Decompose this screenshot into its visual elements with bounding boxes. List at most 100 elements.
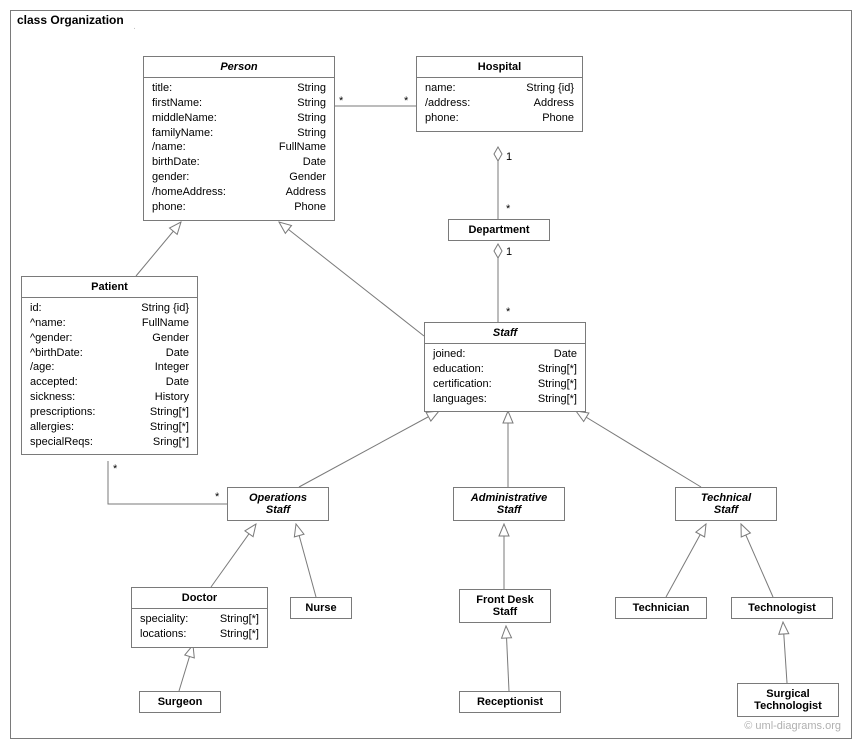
class-attr-row: birthDate:Date	[152, 155, 326, 170]
multiplicity-label: *	[506, 203, 510, 215]
attr-name: specialReqs:	[30, 435, 93, 450]
attr-type: String	[297, 81, 326, 96]
class-body: title: String firstName: String middleName: S…	[144, 78, 334, 220]
class-body: id:String {id}^name:FullName^gender:Gend…	[22, 298, 197, 454]
attr-name: prescriptions:	[30, 405, 95, 420]
class-title: Person	[144, 57, 334, 78]
class-title: TechnicalStaff	[676, 488, 776, 520]
class-attr-row: familyName: String	[152, 126, 326, 141]
frame-label: class Organization	[10, 10, 135, 29]
attr-name: /name:	[152, 140, 186, 155]
class-attr-row: education:String[*]	[433, 362, 577, 377]
class-body: joined:Dateeducation:String[*]certificat…	[425, 344, 585, 411]
class-attr-row: ^name:FullName	[30, 316, 189, 331]
attr-name: familyName:	[152, 126, 213, 141]
class-department: Department	[448, 219, 550, 241]
class-attr-row: firstName: String	[152, 96, 326, 111]
class-attr-row: languages:String[*]	[433, 392, 577, 407]
class-title: Patient	[22, 277, 197, 298]
attr-type: String {id}	[526, 81, 574, 96]
class-body: name:String {id}/address: Address phone: Ph…	[417, 78, 582, 131]
class-title: AdministrativeStaff	[454, 488, 564, 520]
attr-name: phone:	[425, 111, 459, 126]
class-attr-row: /name: FullName	[152, 140, 326, 155]
class-attr-row: phone: Phone	[152, 200, 326, 215]
attr-type: String	[297, 126, 326, 141]
class-attr-row: allergies: String[*]	[30, 420, 189, 435]
attr-name: allergies:	[30, 420, 74, 435]
attr-type: History	[155, 390, 189, 405]
class-attr-row: gender:Gender	[152, 170, 326, 185]
attr-name: birthDate:	[152, 155, 200, 170]
class-attr-row: speciality:String[*]	[140, 612, 259, 627]
attr-type: Date	[166, 346, 189, 361]
class-adminstaff: AdministrativeStaff	[453, 487, 565, 521]
class-title: SurgicalTechnologist	[738, 684, 838, 716]
class-title: Receptionist	[460, 692, 560, 712]
class-surgeon: Surgeon	[139, 691, 221, 713]
attr-name: sickness:	[30, 390, 75, 405]
class-attr-row: ^gender:Gender	[30, 331, 189, 346]
class-frontdesk: Front DeskStaff	[459, 589, 551, 623]
attr-type: String[*]	[538, 362, 577, 377]
attr-type: Date	[554, 347, 577, 362]
class-title: Department	[449, 220, 549, 240]
class-doctor: Doctor speciality:String[*]locations: Stri…	[131, 587, 268, 648]
class-attr-row: locations: String[*]	[140, 627, 259, 642]
attr-type: String[*]	[150, 420, 189, 435]
class-opstaff: OperationsStaff	[227, 487, 329, 521]
class-attr-row: joined: Date	[433, 347, 577, 362]
class-title: Surgeon	[140, 692, 220, 712]
class-attr-row: sickness: History	[30, 390, 189, 405]
class-attr-row: /address: Address	[425, 96, 574, 111]
multiplicity-label: *	[215, 491, 219, 503]
multiplicity-label: *	[506, 306, 510, 318]
multiplicity-label: *	[113, 463, 117, 475]
attr-name: middleName:	[152, 111, 217, 126]
class-techstaff: TechnicalStaff	[675, 487, 777, 521]
attr-type: Integer	[155, 360, 189, 375]
class-technologist: Technologist	[731, 597, 833, 619]
attr-name: locations:	[140, 627, 186, 642]
attr-type: Sring[*]	[153, 435, 189, 450]
attr-type: Date	[166, 375, 189, 390]
class-title: Technologist	[732, 598, 832, 618]
multiplicity-label: 1	[506, 151, 512, 163]
class-title: Hospital	[417, 57, 582, 78]
class-technician: Technician	[615, 597, 707, 619]
class-title: Doctor	[132, 588, 267, 609]
class-attr-row: phone: Phone	[425, 111, 574, 126]
attr-name: /age:	[30, 360, 54, 375]
class-title: OperationsStaff	[228, 488, 328, 520]
attr-name: firstName:	[152, 96, 202, 111]
attr-name: ^birthDate:	[30, 346, 83, 361]
class-patient: Patientid:String {id}^name:FullName^gend…	[21, 276, 198, 455]
attr-name: gender:	[152, 170, 189, 185]
attr-type: FullName	[279, 140, 326, 155]
class-person: Person title: String firstName: String middle…	[143, 56, 335, 221]
attr-type: Phone	[294, 200, 326, 215]
attr-type: String[*]	[150, 405, 189, 420]
attr-name: joined:	[433, 347, 465, 362]
attr-type: String[*]	[538, 392, 577, 407]
attr-type: Phone	[542, 111, 574, 126]
attr-name: title:	[152, 81, 172, 96]
multiplicity-label: *	[404, 95, 408, 107]
attr-type: String	[297, 96, 326, 111]
attr-name: ^name:	[30, 316, 66, 331]
class-staff: Staffjoined:Dateeducation:String[*]certi…	[424, 322, 586, 412]
class-diagram-frame: class Organization	[10, 10, 852, 739]
class-nurse: Nurse	[290, 597, 352, 619]
class-attr-row: name:String {id}	[425, 81, 574, 96]
attr-type: Address	[534, 96, 574, 111]
attr-name: /address:	[425, 96, 470, 111]
class-attr-row: accepted:Date	[30, 375, 189, 390]
attr-type: String[*]	[220, 627, 259, 642]
attr-name: id:	[30, 301, 42, 316]
attr-name: phone:	[152, 200, 186, 215]
multiplicity-label: 1	[506, 246, 512, 258]
class-attr-row: specialReqs: Sring[*]	[30, 435, 189, 450]
attr-name: /homeAddress:	[152, 185, 226, 200]
class-attr-row: title: String	[152, 81, 326, 96]
attr-name: speciality:	[140, 612, 188, 627]
